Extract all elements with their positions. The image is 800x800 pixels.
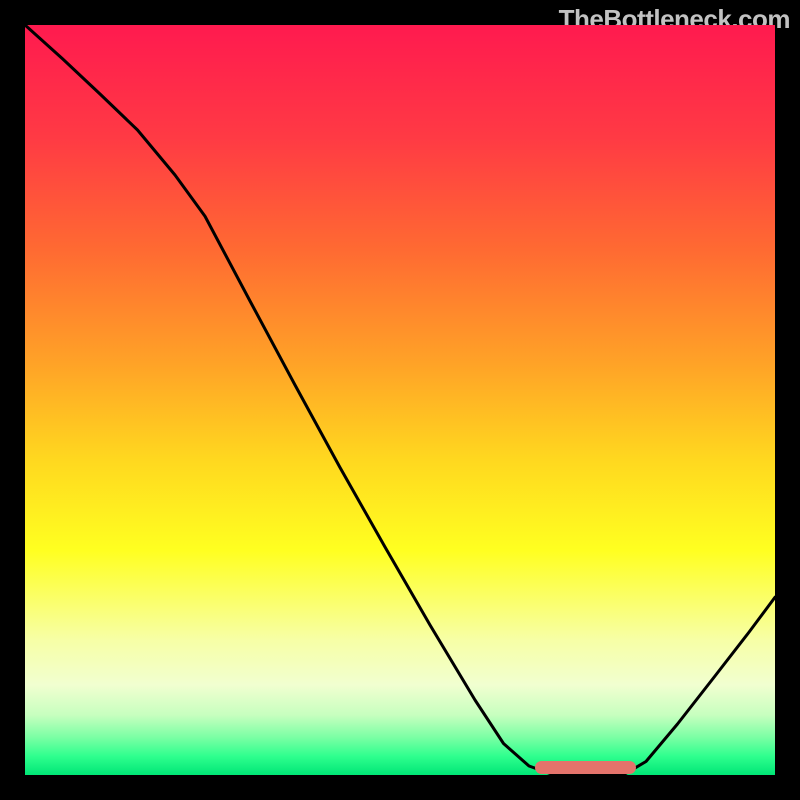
plot-area xyxy=(25,25,775,775)
bottleneck-curve xyxy=(25,25,775,775)
chart-container: TheBottleneck.com xyxy=(0,0,800,800)
optimal-range-marker xyxy=(535,761,636,775)
